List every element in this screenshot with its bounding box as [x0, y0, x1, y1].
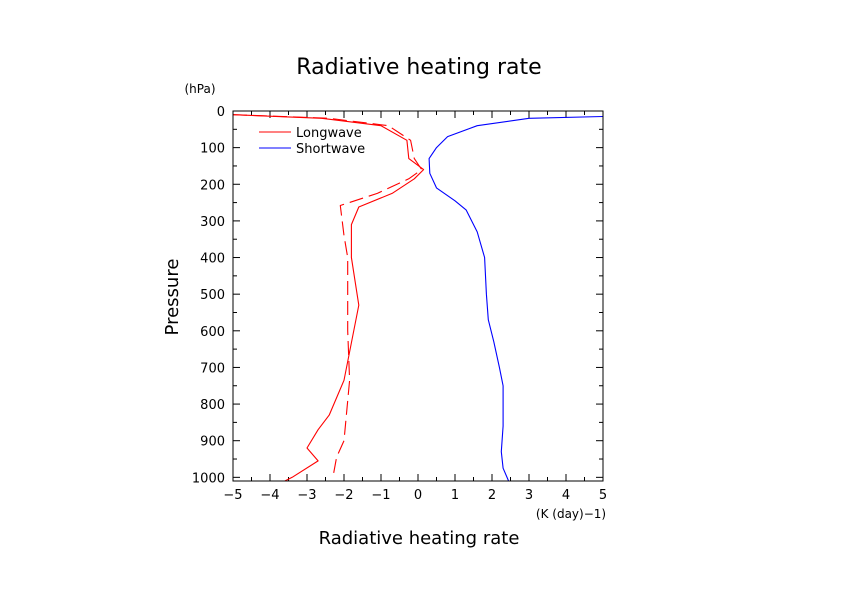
y-tick-label: 300 — [200, 215, 225, 230]
y-tick-label: 100 — [200, 142, 225, 157]
series-line-longwave-dashed — [232, 114, 423, 478]
x-tick-label: 4 — [562, 488, 570, 503]
plot-frame — [232, 110, 604, 482]
y-tick-label: 400 — [200, 252, 225, 267]
x-tick-label: −1 — [371, 488, 390, 503]
y-tick-label: 600 — [200, 325, 225, 340]
y-tick-label: 1000 — [192, 471, 225, 486]
x-tick-label: −2 — [334, 488, 353, 503]
y-tick-label: 800 — [200, 398, 225, 413]
x-tick-label: 0 — [414, 488, 422, 503]
x-tick-label: −5 — [223, 488, 242, 503]
series-lines — [232, 114, 604, 482]
x-axis-label: Radiative heating rate — [319, 528, 520, 549]
x-tick-label: 3 — [525, 488, 533, 503]
legend-label-longwave: Longwave — [296, 126, 362, 141]
chart-title: Radiative heating rate — [296, 55, 541, 80]
x-tick-label: 5 — [599, 488, 607, 503]
legend-label-shortwave: Shortwave — [296, 142, 365, 157]
x-tick-label: 2 — [488, 488, 496, 503]
x-tick-label: 1 — [451, 488, 459, 503]
x-tick-label: −4 — [260, 488, 279, 503]
series-line-shortwave — [428, 115, 604, 482]
y-tick-label: 500 — [200, 288, 225, 303]
y-tick-label: 0 — [217, 105, 225, 120]
axis-ticks: −5 −4 −3 −2 −1 0 1 2 3 4 5 0 100 200 300 400 500 600 700 80… — [192, 105, 607, 503]
y-axis-unit: (hPa) — [184, 82, 215, 96]
y-tick-label: 700 — [200, 361, 225, 376]
y-axis-label: Pressure — [162, 259, 183, 336]
legend: Longwave Shortwave — [259, 126, 365, 157]
x-axis-unit: (K (day)−1) — [536, 507, 606, 521]
x-tick-label: −3 — [297, 488, 316, 503]
y-tick-label: 200 — [200, 178, 225, 193]
y-tick-label: 900 — [200, 435, 225, 450]
series-line-longwave — [232, 114, 425, 482]
